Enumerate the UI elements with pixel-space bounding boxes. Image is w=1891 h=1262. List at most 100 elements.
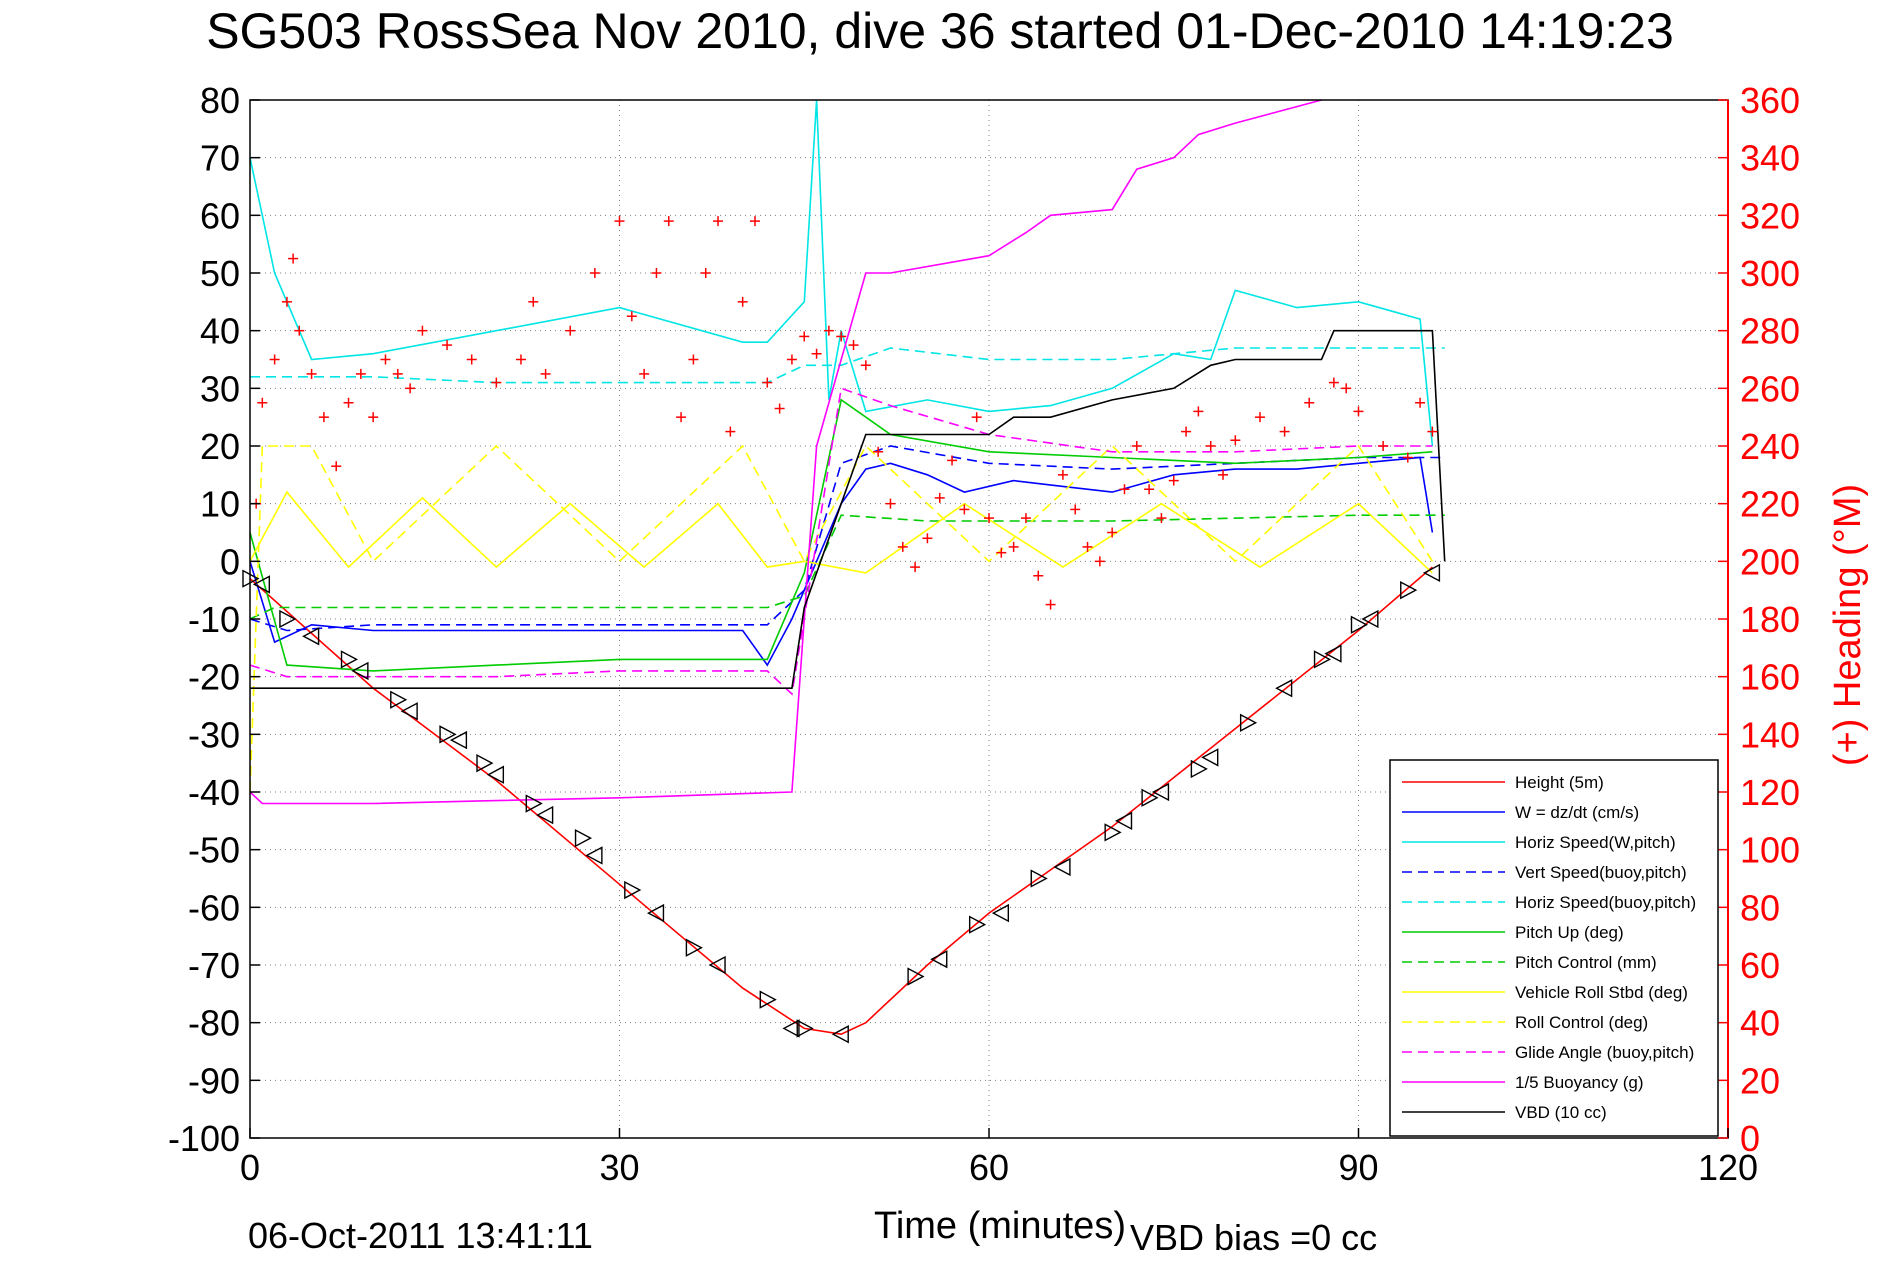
- series-layer: [249, 99, 1446, 1036]
- chart-title: SG503 RossSea Nov 2010, dive 36 started …: [206, 3, 1674, 59]
- y-tick-label: 10: [200, 484, 240, 525]
- gps-marker: [930, 950, 948, 969]
- heading-point: [343, 397, 354, 408]
- y-right-tick-label: 120: [1740, 772, 1800, 813]
- gps-marker: [585, 846, 603, 865]
- heading-point: [1402, 452, 1413, 463]
- gps-marker: [685, 938, 703, 957]
- heading-point: [713, 216, 724, 227]
- heading-point: [1033, 570, 1044, 581]
- heading-point: [663, 216, 674, 227]
- gps-marker: [476, 754, 494, 773]
- heading-point: [1070, 504, 1081, 515]
- x-tick-label: 0: [240, 1147, 260, 1188]
- heading-point: [331, 461, 342, 472]
- y-right-tick-label: 300: [1740, 253, 1800, 294]
- heading-point: [823, 325, 834, 336]
- y-right-tick-label: 60: [1740, 945, 1780, 986]
- heading-point: [1341, 383, 1352, 394]
- gps-marker: [390, 690, 408, 709]
- y-right-tick-label: 100: [1740, 830, 1800, 871]
- series-line-2: [249, 99, 1434, 447]
- y-right-tick-label: 140: [1740, 714, 1800, 755]
- y-axis-left: 80 70 60 50 40 30 20 10 0 -10 -20 -30 -40 -50 -60 -70 -8…: [168, 80, 260, 1159]
- heading-point: [1230, 435, 1241, 446]
- heading-point: [515, 354, 526, 365]
- heading-point: [984, 513, 994, 524]
- heading-point: [626, 311, 637, 322]
- heading-point: [749, 216, 760, 227]
- legend: Height (5m) W = dz/dt (cm/s) Horiz Speed(W…: [1389, 759, 1719, 1137]
- gps-marker: [340, 650, 359, 669]
- y-tick-label: -60: [188, 887, 240, 928]
- heading-point: [269, 354, 280, 365]
- heading-point: [380, 354, 391, 365]
- legend-label: Vert Speed(buoy,pitch): [1515, 863, 1687, 882]
- y-tick-label: 20: [200, 426, 240, 467]
- legend-box: [1389, 759, 1719, 1137]
- y-tick-label: -70: [188, 945, 240, 986]
- gps-marker: [624, 880, 642, 900]
- gps-marker: [449, 730, 468, 750]
- x-tick-label: 60: [969, 1147, 1009, 1188]
- heading-point: [614, 216, 625, 227]
- gps-marker: [574, 828, 593, 848]
- heading-point: [1427, 426, 1438, 437]
- y-tick-label: -80: [188, 1003, 240, 1044]
- heading-point: [836, 331, 847, 342]
- y-right-tick-label: 320: [1740, 195, 1800, 236]
- gps-marker: [1239, 713, 1258, 732]
- gps-marker: [782, 1019, 800, 1038]
- heading-point: [565, 325, 576, 336]
- y-axis-right: 3603403203002802602402202001801601401201…: [1718, 80, 1800, 1159]
- y-right-tick-label: 220: [1740, 484, 1800, 525]
- legend-label: 1/5 Buoyancy (g): [1515, 1073, 1644, 1092]
- heading-point: [1057, 469, 1068, 480]
- y-tick-label: -40: [188, 772, 240, 813]
- y-right-tick-label: 180: [1740, 599, 1800, 640]
- y-tick-label: -30: [188, 714, 240, 755]
- heading-point: [959, 504, 970, 515]
- y-tick-label: -50: [188, 830, 240, 871]
- y-right-tick-label: 20: [1740, 1060, 1780, 1101]
- series-line-10: [249, 99, 1322, 805]
- gps-marker: [400, 702, 418, 721]
- heading-point: [811, 348, 822, 359]
- legend-label: Pitch Control (mm): [1515, 953, 1657, 972]
- gps-marker: [536, 805, 554, 825]
- heading-point: [873, 446, 884, 457]
- heading-point: [1131, 441, 1142, 451]
- heading-point: [1304, 397, 1315, 408]
- gps-marker: [991, 903, 1010, 923]
- footer-bias: VBD bias =0 cc: [1130, 1217, 1377, 1258]
- heading-point: [466, 354, 477, 365]
- heading-point: [442, 340, 453, 351]
- series-line-4: [250, 347, 1445, 384]
- heading-point: [786, 354, 797, 365]
- gps-marker: [796, 1019, 814, 1038]
- y-tick-label: 80: [200, 80, 240, 121]
- gps-marker: [351, 661, 369, 681]
- heading-point: [1193, 406, 1204, 417]
- heading-point: [1415, 397, 1426, 408]
- legend-label: Pitch Up (deg): [1515, 923, 1624, 942]
- heading-point: [971, 412, 982, 423]
- gps-marker: [1422, 563, 1441, 583]
- heading-point: [540, 368, 551, 379]
- gps-marker: [1350, 615, 1368, 634]
- heading-point: [1181, 426, 1192, 437]
- legend-label: Horiz Speed(W,pitch): [1515, 833, 1676, 852]
- heading-point: [725, 426, 736, 437]
- heading-point: [1279, 426, 1290, 437]
- legend-label: Vehicle Roll Stbd (deg): [1515, 983, 1688, 1002]
- gps-marker: [1141, 788, 1159, 807]
- footer-date: 06-Oct-2011 13:41:11: [248, 1215, 593, 1256]
- heading-point: [1107, 527, 1118, 538]
- series-line-9: [249, 387, 1433, 696]
- y-right-tick-label: 80: [1740, 887, 1780, 928]
- heading-point: [1254, 412, 1265, 423]
- gps-marker: [1053, 857, 1071, 877]
- legend-label: Glide Angle (buoy,pitch): [1515, 1043, 1694, 1062]
- heading-point: [1218, 469, 1229, 480]
